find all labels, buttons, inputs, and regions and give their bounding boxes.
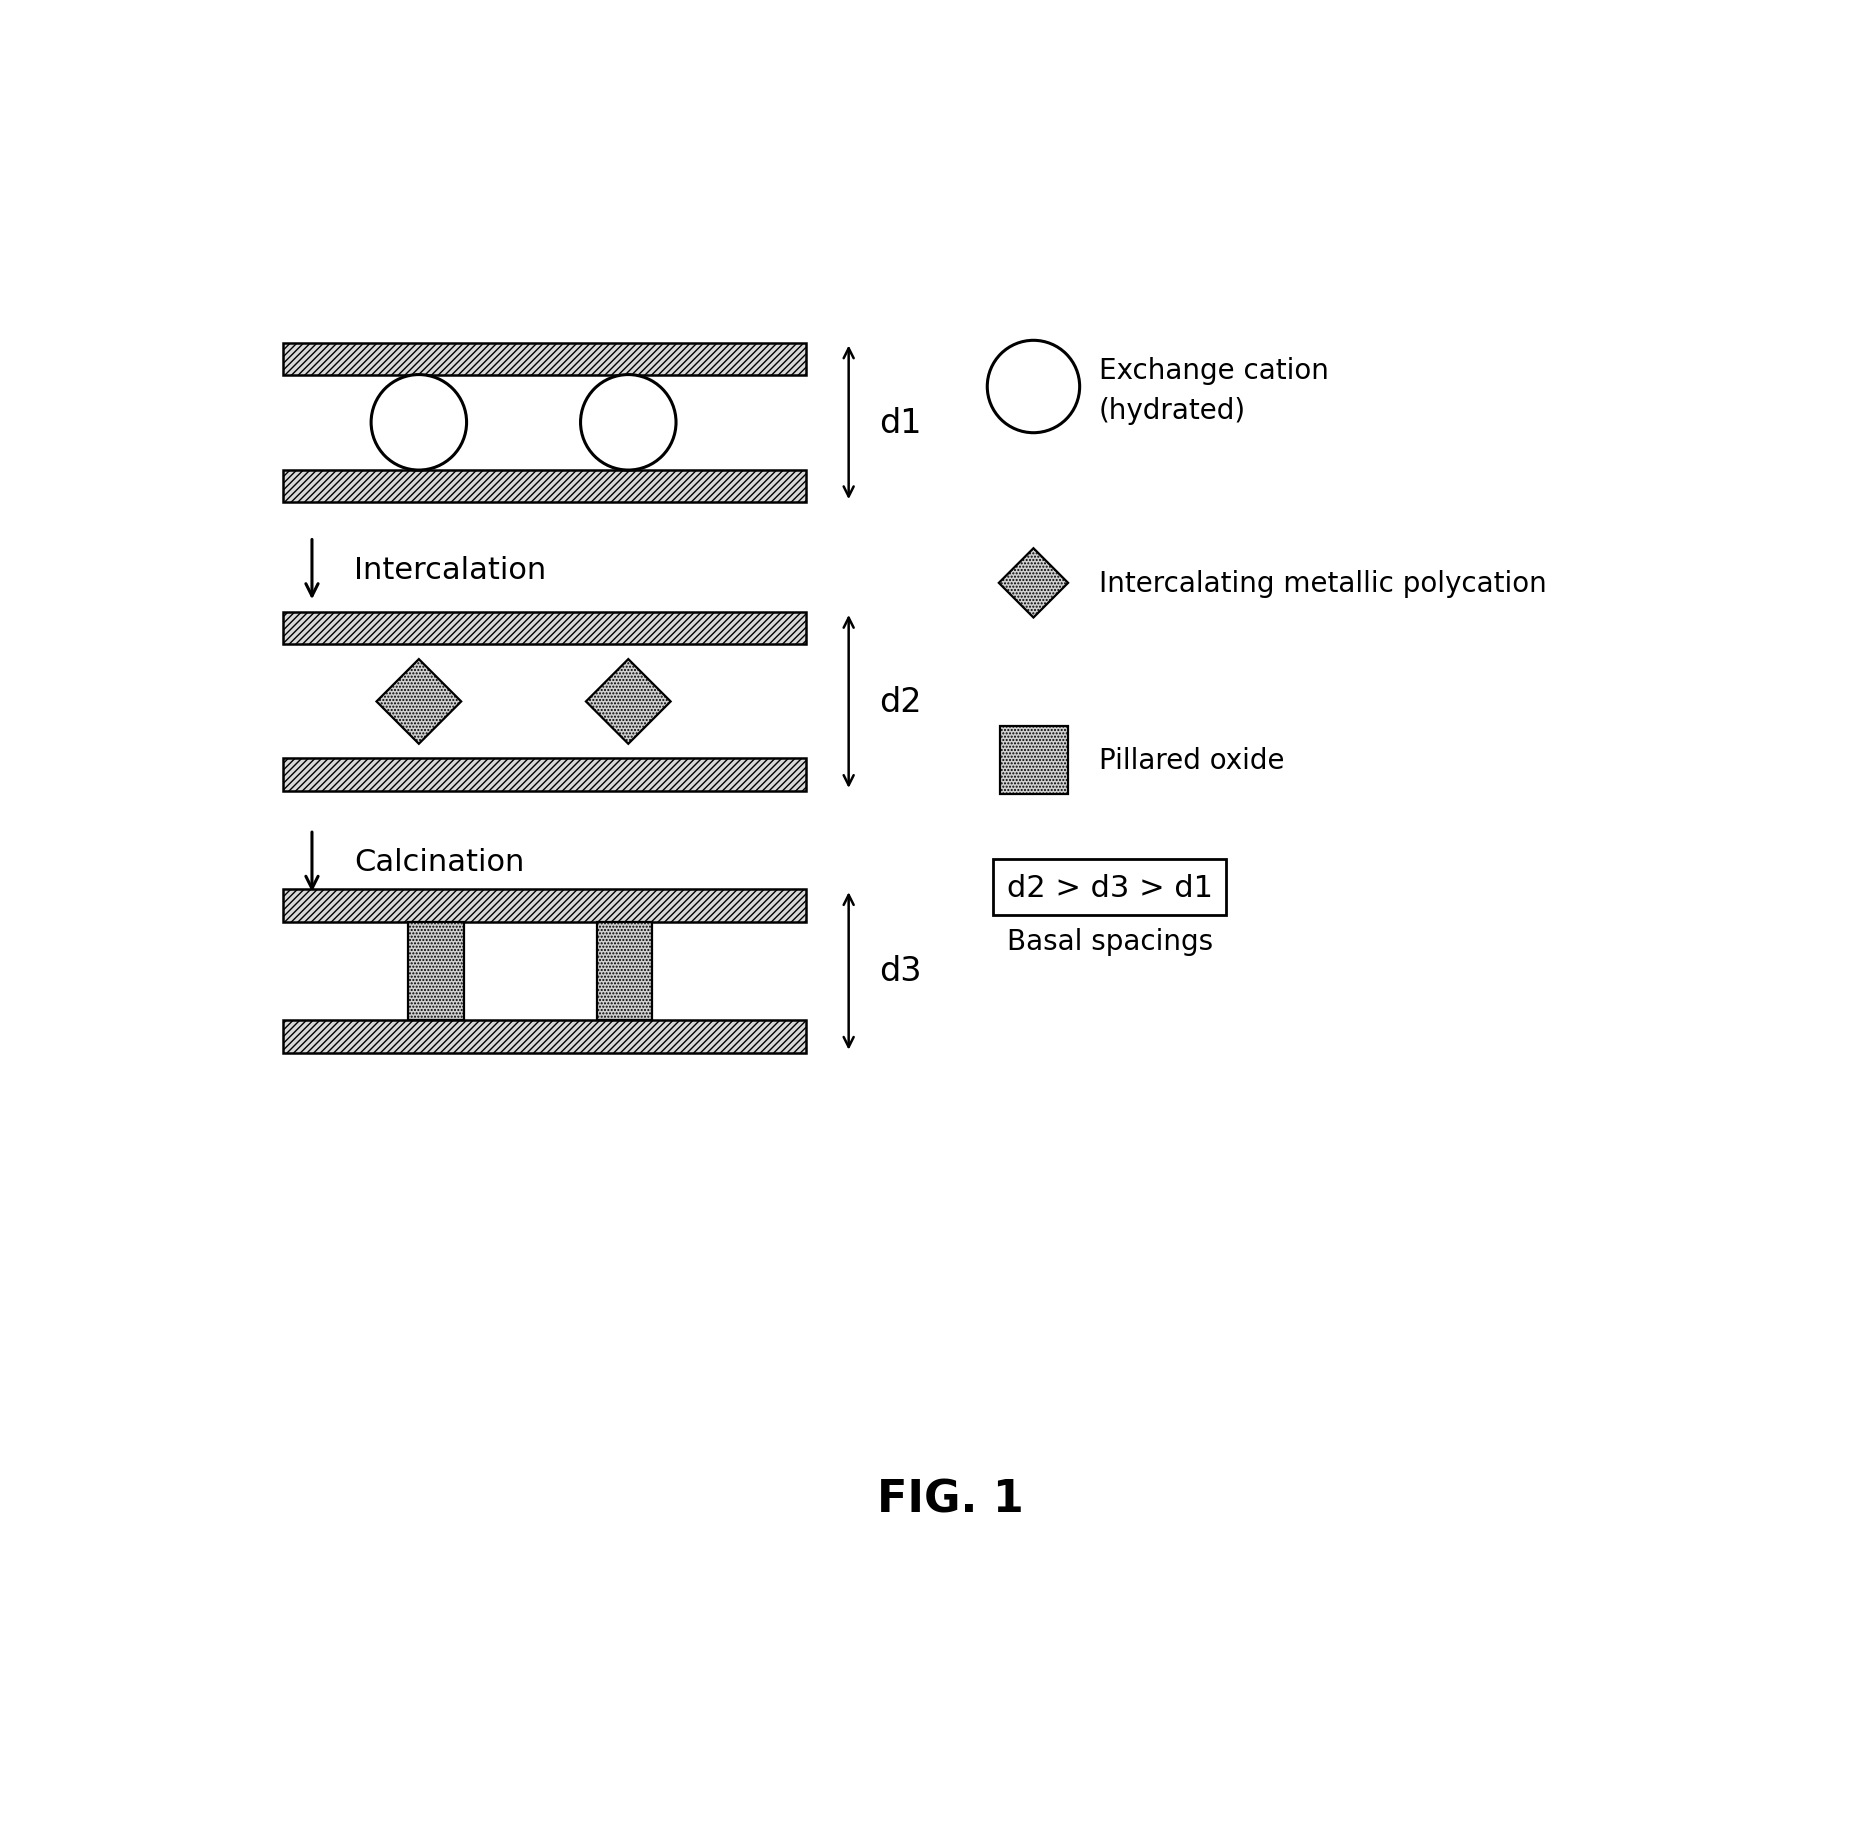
- Text: d2 > d3 > d1: d2 > d3 > d1: [1007, 873, 1213, 902]
- Text: Basal spacings: Basal spacings: [1007, 928, 1213, 955]
- Polygon shape: [377, 660, 462, 744]
- Bar: [282, 758, 807, 791]
- Text: FIG. 1: FIG. 1: [877, 1478, 1024, 1520]
- Text: Intercalation: Intercalation: [354, 556, 547, 585]
- Bar: [282, 343, 807, 376]
- Circle shape: [371, 376, 467, 470]
- Bar: [282, 1021, 807, 1054]
- Text: d2: d2: [879, 685, 922, 718]
- Polygon shape: [586, 660, 672, 744]
- Text: (hydrated): (hydrated): [1098, 396, 1247, 425]
- Bar: [282, 470, 807, 503]
- Text: Calcination: Calcination: [354, 848, 525, 877]
- Text: Exchange cation: Exchange cation: [1098, 355, 1328, 385]
- Text: Pillared oxide: Pillared oxide: [1098, 747, 1284, 775]
- Circle shape: [581, 376, 675, 470]
- Circle shape: [987, 341, 1080, 434]
- Bar: [282, 890, 807, 922]
- Text: d1: d1: [879, 407, 922, 439]
- Text: Intercalating metallic polycation: Intercalating metallic polycation: [1098, 569, 1547, 598]
- Bar: [1000, 727, 1068, 795]
- Text: d3: d3: [879, 955, 922, 988]
- Bar: [282, 613, 807, 645]
- Bar: [408, 922, 464, 1021]
- Polygon shape: [998, 549, 1068, 618]
- Bar: [597, 922, 653, 1021]
